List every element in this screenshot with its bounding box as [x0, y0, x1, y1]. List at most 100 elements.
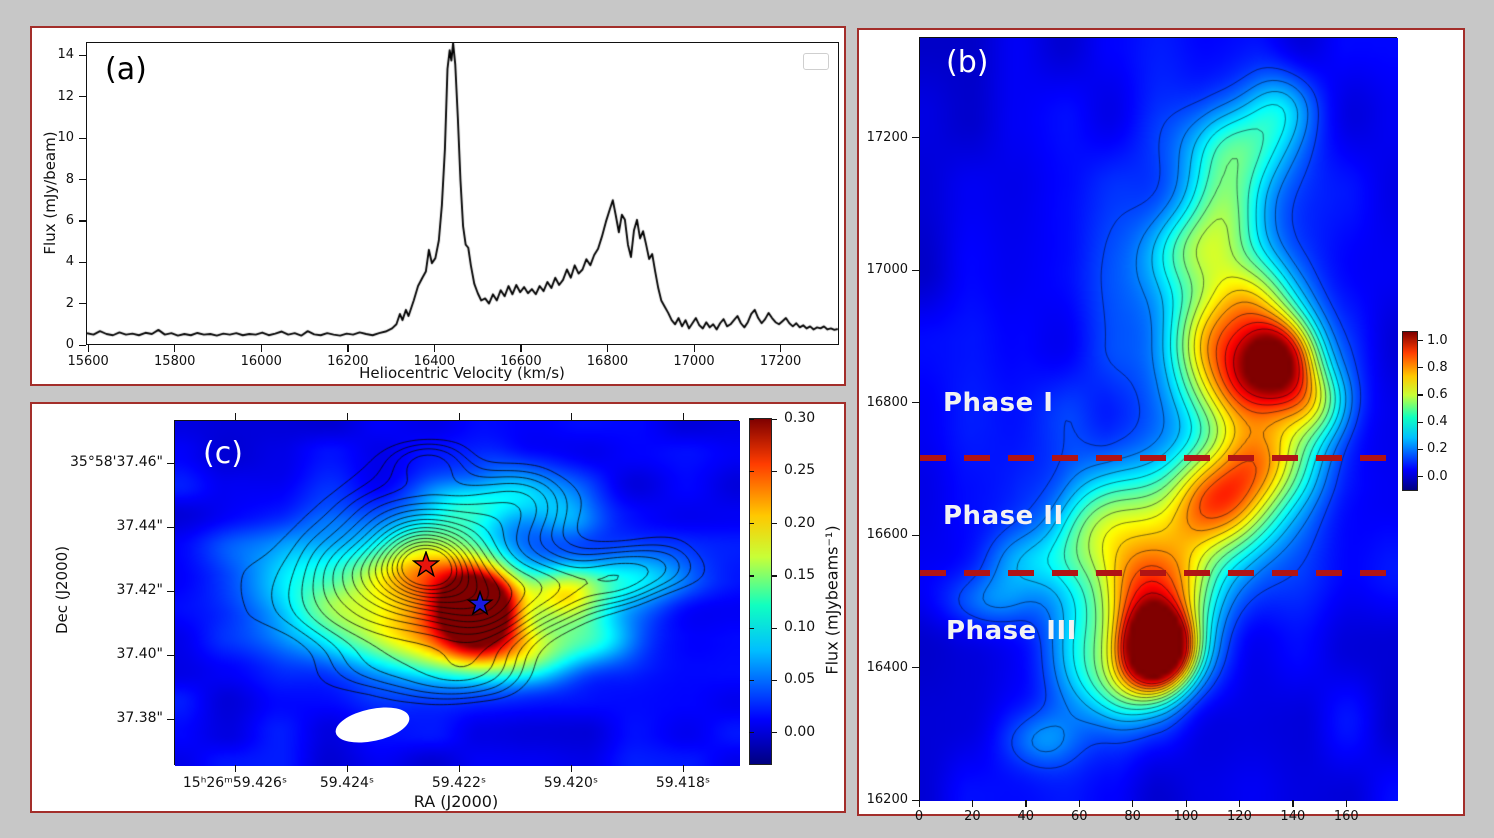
offset-tick-label: 20: [964, 809, 981, 824]
pv-heatmap-canvas: [920, 38, 1398, 801]
tick-mark: [167, 590, 174, 592]
tick-mark: [458, 765, 460, 772]
colorbar-tick-label: 0.25: [784, 462, 816, 479]
tick-mark: [1418, 367, 1423, 369]
velocity-tick-label: 16800: [866, 394, 908, 410]
ra-tick-label: 59.418ˢ: [655, 775, 711, 791]
colorbar-tick-label: 1.0: [1427, 332, 1448, 348]
tick-mark: [1418, 448, 1423, 451]
tick-mark: [1238, 800, 1241, 807]
x-tick-label: 15800: [154, 354, 196, 369]
tick-mark: [606, 345, 609, 352]
tick-mark: [971, 800, 974, 807]
tick-mark: [912, 799, 919, 801]
tick-mark: [1418, 421, 1423, 423]
phase-boundary-dashed-line-1: [920, 455, 1398, 461]
offset-tick-label: 160: [1333, 809, 1359, 824]
tick-mark: [1418, 340, 1423, 342]
panel-c-tag: (c): [203, 436, 243, 471]
tick-mark: [570, 413, 572, 420]
tick-mark: [749, 627, 754, 629]
tick-mark: [772, 732, 777, 734]
tick-mark: [772, 470, 777, 472]
phase-2-label: Phase II: [943, 501, 1064, 531]
pv-colorbar: [1402, 331, 1418, 491]
map-x-axis-title: RA (J2000): [413, 792, 499, 811]
colorbar-tick-label: 0.00: [784, 723, 816, 740]
tick-mark: [772, 679, 777, 682]
tick-mark: [1185, 800, 1187, 807]
phase-boundary-dashed-line-2: [920, 570, 1398, 576]
tick-mark: [79, 344, 86, 346]
tick-mark: [79, 261, 86, 263]
tick-mark: [749, 679, 754, 682]
map-heatmap-canvas: [175, 421, 740, 766]
x-tick-label: 17000: [673, 354, 715, 369]
velocity-tick-label: 17000: [866, 262, 908, 278]
map-colorbar-title: Flux (mJybeams⁻¹): [822, 525, 842, 675]
offset-tick-label: 0: [914, 809, 924, 824]
tick-mark: [167, 654, 174, 656]
x-tick-label: 16400: [413, 354, 456, 369]
tick-mark: [167, 462, 174, 464]
tick-mark: [772, 627, 777, 629]
colorbar-tick-label: 0.4: [1427, 414, 1448, 430]
tick-mark: [749, 523, 754, 525]
tick-mark: [918, 800, 920, 807]
tick-mark: [912, 534, 919, 536]
tick-mark: [347, 345, 349, 352]
tick-mark: [772, 418, 777, 420]
pv-plot-area: (b) Phase I Phase II Phase III: [919, 37, 1398, 801]
y-tick-label: 12: [57, 88, 74, 104]
panel-c-moment-map: (c) Dec (J2000) RA (J2000) Flux (mJybeam…: [30, 402, 846, 813]
colorbar-tick-label: 0.30: [784, 410, 816, 427]
offset-tick-label: 80: [1124, 809, 1141, 824]
tick-mark: [346, 413, 348, 420]
velocity-tick-label: 16600: [866, 527, 908, 543]
offset-tick-label: 120: [1227, 809, 1252, 824]
tick-mark: [1025, 800, 1027, 807]
red-star-marker: [412, 551, 440, 578]
tick-mark: [79, 96, 86, 98]
map-y-axis-title: Dec (J2000): [53, 545, 71, 635]
tick-mark: [433, 345, 436, 352]
spectrum-plot-area: (a): [86, 42, 840, 346]
phase-1-label: Phase I: [943, 388, 1054, 418]
tick-mark: [912, 137, 919, 139]
tick-mark: [234, 765, 236, 772]
tick-mark: [682, 765, 684, 772]
colorbar-tick-label: 0.15: [784, 566, 816, 583]
tick-mark: [772, 575, 777, 577]
phase-3-label: Phase III: [946, 616, 1077, 646]
colorbar-tick-label: 0.0: [1427, 468, 1448, 484]
dec-tick-label: 35°58'37.46": [70, 454, 163, 470]
empty-legend-box: [803, 53, 829, 70]
tick-mark: [693, 345, 695, 352]
x-tick-label: 17200: [759, 354, 802, 369]
ra-tick-label: 15ʰ26ᵐ59.426ˢ: [182, 775, 288, 791]
tick-mark: [167, 526, 174, 528]
tick-mark: [912, 269, 919, 271]
dec-tick-label: 37.40": [116, 646, 163, 662]
dec-tick-label: 37.44": [116, 518, 163, 534]
spectrum-x-axis-title: Heliocentric Velocity (km/s): [359, 364, 565, 382]
tick-mark: [346, 765, 348, 772]
tick-mark: [520, 345, 522, 352]
panel-a-tag: (a): [105, 52, 147, 87]
y-tick-label: 6: [65, 212, 74, 228]
tick-mark: [780, 345, 782, 352]
tick-mark: [167, 718, 174, 720]
panel-b-tag: (b): [946, 45, 989, 80]
velocity-tick-label: 16400: [866, 659, 908, 675]
x-tick-label: 15600: [67, 354, 109, 369]
tick-mark: [79, 54, 86, 57]
tick-mark: [79, 137, 86, 139]
ra-tick-label: 59.422ˢ: [431, 775, 487, 791]
tick-mark: [79, 179, 86, 181]
tick-mark: [1345, 800, 1347, 807]
offset-tick-label: 100: [1173, 809, 1199, 824]
tick-mark: [749, 575, 754, 577]
offset-tick-label: 140: [1280, 809, 1306, 824]
y-tick-label: 14: [57, 47, 74, 63]
